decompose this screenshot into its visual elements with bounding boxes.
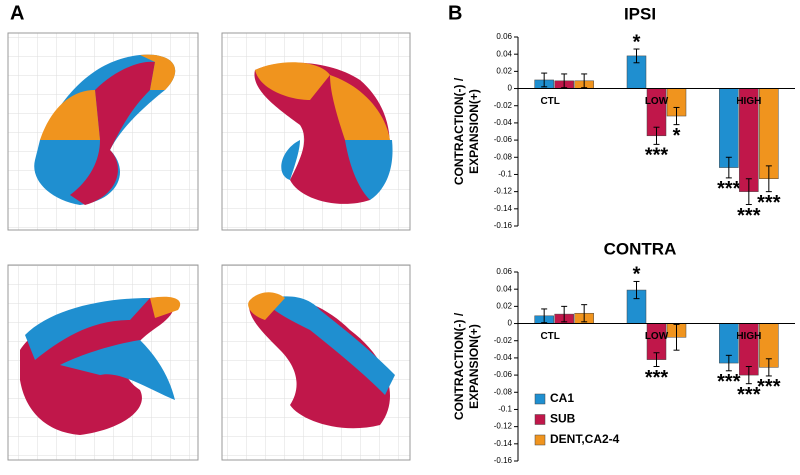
error-bar (561, 73, 568, 89)
significance: * (633, 264, 641, 286)
y-tick-label: -0.08 (494, 387, 513, 396)
legend-label: DENT,CA2-4 (550, 432, 620, 446)
x-tick-label: CTL (540, 96, 559, 107)
chart-title: IPSI (624, 4, 656, 23)
y-tick-label: 0.06 (496, 267, 512, 276)
x-tick-label: HIGH (736, 331, 761, 342)
y-tick-label: -0.04 (494, 353, 513, 362)
y-tick-label: -0.06 (494, 135, 513, 144)
error-bar (561, 305, 568, 323)
y-tick-label: -0.12 (494, 187, 513, 196)
y-tick-label: 0.04 (496, 284, 512, 293)
y-tick-label: -0.1 (498, 170, 512, 179)
significance: *** (757, 192, 781, 214)
y-tick-label: -0.14 (494, 439, 513, 448)
y-tick-label: 0 (508, 319, 513, 328)
y-tick-label: -0.02 (494, 101, 513, 110)
error-bar (725, 156, 732, 179)
y-axis-label: EXPANSION(+) (467, 324, 481, 409)
significance: *** (737, 205, 761, 227)
x-tick-label: HIGH (736, 96, 761, 107)
bar (759, 88, 779, 179)
y-tick-label: 0.04 (496, 49, 512, 58)
y-tick-label: -0.06 (494, 370, 513, 379)
error-bar (581, 304, 588, 323)
legend-swatch (534, 434, 546, 446)
significance: * (673, 125, 681, 147)
error-bar (653, 126, 660, 145)
y-tick-label: 0 (508, 84, 513, 93)
y-tick-label: 0.02 (496, 66, 512, 75)
y-tick-label: 0.02 (496, 301, 512, 310)
significance: *** (717, 178, 741, 200)
legend-label: SUB (550, 412, 576, 426)
error-bar (745, 178, 752, 206)
significance: *** (757, 376, 781, 398)
panel-label: B (448, 2, 462, 24)
legend-swatch (534, 414, 546, 425)
y-tick-label: -0.16 (494, 221, 513, 230)
error-bar (673, 106, 680, 126)
y-tick-label: -0.16 (494, 456, 513, 465)
panel-label: A (10, 2, 24, 24)
y-tick-label: -0.08 (494, 152, 513, 161)
error-bar (673, 323, 680, 351)
y-axis-label: EXPANSION(+) (467, 89, 481, 174)
error-bar (765, 358, 772, 377)
y-tick-label: -0.12 (494, 422, 513, 431)
legend-swatch (534, 393, 546, 405)
y-tick-label: 0.06 (496, 32, 512, 41)
significance: *** (645, 145, 669, 167)
error-bar (541, 72, 548, 88)
error-bar (725, 354, 732, 372)
x-tick-label: LOW (645, 331, 669, 342)
y-tick-label: -0.14 (494, 204, 513, 213)
y-axis-label: CONTRACTION(-) / (452, 77, 466, 185)
error-bar (633, 280, 640, 300)
significance: * (633, 31, 641, 53)
significance: *** (737, 384, 761, 406)
error-bar (653, 352, 660, 367)
significance: *** (645, 367, 669, 389)
x-tick-label: LOW (645, 96, 669, 107)
y-axis-label: CONTRACTION(-) / (452, 312, 466, 420)
significance: *** (717, 371, 741, 393)
y-tick-label: -0.1 (498, 405, 512, 414)
error-bar (541, 308, 548, 324)
x-tick-label: CTL (540, 331, 559, 342)
error-bar (765, 165, 772, 193)
error-bar (633, 48, 640, 64)
legend-label: CA1 (550, 391, 574, 405)
chart-title: CONTRA (604, 239, 677, 258)
y-tick-label: -0.04 (494, 118, 513, 127)
error-bar (581, 73, 588, 89)
y-tick-label: -0.02 (494, 336, 513, 345)
error-bar (745, 366, 752, 385)
renderings (7, 32, 411, 461)
